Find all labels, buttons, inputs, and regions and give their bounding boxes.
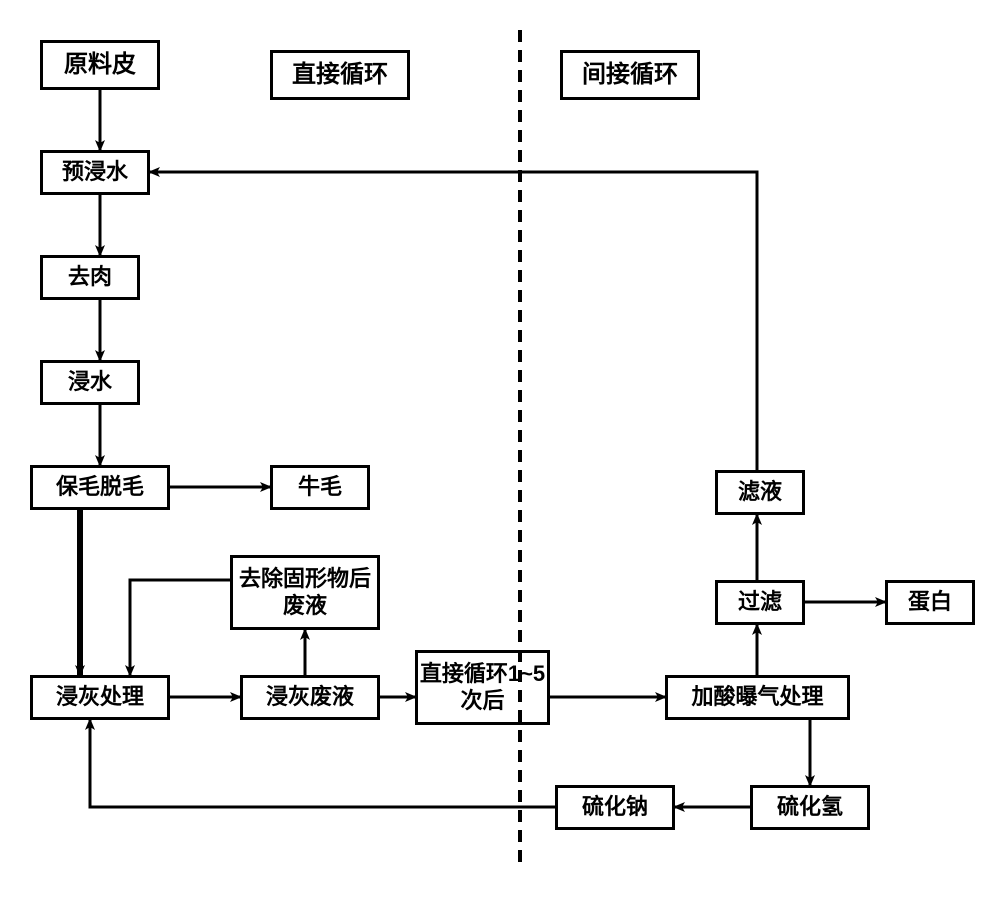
node-h2s: 硫化氢 xyxy=(750,785,870,830)
label: 直接循环1~5 次后 xyxy=(418,661,547,714)
label: 硫化钠 xyxy=(582,794,648,820)
node-filter: 过滤 xyxy=(715,580,805,625)
node-presoak: 预浸水 xyxy=(40,150,150,195)
node-soak: 浸水 xyxy=(40,360,140,405)
label: 原料皮 xyxy=(64,51,136,80)
node-protein: 蛋白 xyxy=(885,580,975,625)
node-dehair: 保毛脱毛 xyxy=(30,465,170,510)
label: 滤液 xyxy=(738,479,782,505)
node-acid: 加酸曝气处理 xyxy=(665,675,850,720)
label: 间接循环 xyxy=(582,61,678,90)
label: 去肉 xyxy=(68,264,112,290)
node-limewaste: 浸灰废液 xyxy=(240,675,380,720)
label: 预浸水 xyxy=(62,159,128,185)
node-cycle-note: 直接循环1~5 次后 xyxy=(415,650,550,725)
node-na2s: 硫化钠 xyxy=(555,785,675,830)
label: 浸灰废液 xyxy=(266,684,354,710)
node-liming: 浸灰处理 xyxy=(30,675,170,720)
label: 浸灰处理 xyxy=(56,684,144,710)
node-filtrate: 滤液 xyxy=(715,470,805,515)
node-raw: 原料皮 xyxy=(40,40,160,90)
label: 加酸曝气处理 xyxy=(691,684,823,710)
label: 浸水 xyxy=(68,369,112,395)
label: 去除固形物后废液 xyxy=(233,566,377,619)
label: 直接循环 xyxy=(292,61,388,90)
node-solids: 去除固形物后废液 xyxy=(230,555,380,630)
label: 过滤 xyxy=(738,589,782,615)
node-direct-lbl: 直接循环 xyxy=(270,50,410,100)
node-hair: 牛毛 xyxy=(270,465,370,510)
node-indirect-lbl: 间接循环 xyxy=(560,50,700,100)
label: 牛毛 xyxy=(298,474,342,500)
label: 蛋白 xyxy=(908,589,952,615)
arrows-layer xyxy=(0,0,1000,897)
label: 硫化氢 xyxy=(777,794,843,820)
node-deflesh: 去肉 xyxy=(40,255,140,300)
label: 保毛脱毛 xyxy=(56,474,144,500)
